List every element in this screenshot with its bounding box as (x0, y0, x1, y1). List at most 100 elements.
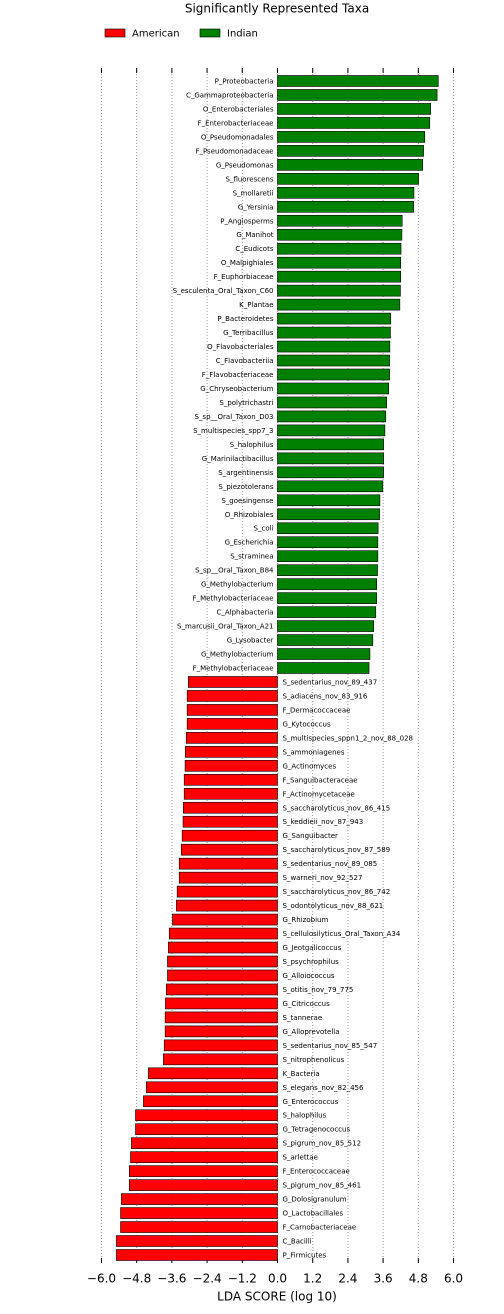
bar (277, 75, 439, 87)
category-label: G_Kytococcus (283, 720, 331, 728)
category-label: F_Methylobacteriaceae (193, 595, 274, 603)
bar (175, 899, 278, 912)
category-label: S_sp__Oral_Taxon_B84 (195, 567, 274, 575)
category-label: S_multispecies_spp7_3 (193, 427, 273, 435)
bar (277, 256, 402, 269)
category-label: G_Marinilactibacillus (202, 455, 274, 463)
bar (182, 815, 278, 828)
category-label: O_Enterobacteriales (203, 105, 274, 113)
category-label: S_straminea (230, 553, 273, 561)
x-tick-label: 6.0 (444, 1272, 463, 1286)
bar (163, 1053, 278, 1066)
category-label: S_halophilus (283, 1112, 327, 1120)
category-label: S_pigrum_nov_85_461 (283, 1182, 362, 1190)
category-label: S_halophilus (230, 441, 274, 449)
x-tick-label: 2.4 (338, 1272, 357, 1286)
bar (277, 606, 377, 618)
bar (277, 354, 390, 367)
category-label: S_piezotolerans (218, 483, 273, 491)
bar (277, 270, 402, 283)
category-label: P_Proteobacteria (215, 78, 274, 86)
bar (116, 1249, 278, 1261)
bar (185, 732, 278, 744)
bar (129, 1179, 278, 1191)
category-label: O_Flavobacteriales (207, 343, 274, 351)
category-label: P_Bacteroidetes (217, 315, 273, 323)
bar (277, 634, 374, 646)
bar (277, 326, 391, 339)
bar (277, 396, 387, 409)
category-label: S_otitis_nov_79_775 (283, 986, 354, 994)
bar (277, 173, 419, 185)
category-label: G_Manihot (236, 231, 273, 239)
bar (277, 382, 389, 395)
bar (135, 1123, 278, 1136)
category-label: G_Rhizobium (283, 916, 329, 924)
bar (277, 410, 387, 423)
category-label: G_Actinomyces (283, 762, 337, 770)
bar (186, 718, 278, 730)
bar (135, 1109, 278, 1122)
category-label: C_Alphabacteria (216, 609, 273, 617)
category-label: S_argentinensis (218, 469, 274, 477)
x-tick-label: 3.6 (374, 1272, 393, 1286)
bar (277, 620, 375, 632)
bar (277, 592, 377, 604)
bar (277, 103, 431, 115)
category-label: S_nitrophenolicus (283, 1056, 345, 1064)
bar (277, 340, 391, 353)
bar (277, 564, 378, 576)
category-label: S_saccharolyticus_nov_86_742 (283, 888, 391, 896)
category-label: S_ammoniagenes (283, 748, 345, 756)
bar (277, 228, 403, 241)
category-label: C_Eudicots (235, 245, 274, 253)
bar (277, 550, 379, 562)
bar (186, 704, 278, 716)
bar (143, 1095, 278, 1108)
bar (146, 1081, 278, 1094)
category-label: S_warneri_nov_92_527 (283, 874, 363, 882)
bar (168, 927, 278, 940)
bar (277, 648, 371, 660)
bar (277, 145, 424, 157)
bar (277, 578, 377, 590)
category-label: G_Chryseobacterium (200, 385, 273, 393)
x-tick-label: 0.0 (268, 1272, 287, 1286)
bar (185, 746, 278, 758)
bar (165, 997, 278, 1010)
bar (176, 885, 278, 898)
category-label: S_esculenta_Oral_Taxon_C60 (173, 287, 274, 295)
bar (277, 438, 385, 451)
bar (186, 690, 278, 702)
category-label: G_Tetragenococcus (283, 1126, 351, 1134)
category-label: S_tannerae (283, 1014, 323, 1022)
bar (277, 494, 381, 507)
category-label: F_Dermacoccaceae (283, 706, 351, 714)
bar (166, 983, 278, 996)
category-label: F_Sanguibacteraceae (283, 776, 358, 784)
bar (188, 676, 278, 688)
category-label: C_Flavobacteriia (216, 357, 274, 365)
bar (277, 214, 403, 227)
category-label: F_Methylobacteriaceae (193, 665, 274, 673)
bar (163, 1039, 278, 1052)
category-label: G_Enterococcus (283, 1098, 339, 1106)
bar (120, 1221, 278, 1233)
bar (164, 1011, 278, 1024)
category-label: S_mollaretii (233, 189, 274, 197)
category-label: S_marcusii_Oral_Taxon_A21 (177, 623, 273, 631)
category-label: S_pigrum_nov_85_512 (283, 1140, 362, 1148)
category-label: G_Methylobacterium (201, 651, 274, 659)
category-label: F_Enterococcaceae (283, 1168, 350, 1176)
category-label: S_psychrophilus (283, 958, 340, 966)
category-label: C_Gammaproteobacteria (186, 91, 274, 99)
x-tick-label: −3.6 (157, 1272, 186, 1286)
bar (164, 1025, 278, 1038)
category-label: K_Bacteria (283, 1070, 320, 1078)
bar (121, 1193, 278, 1205)
x-tick-label: −1.2 (228, 1272, 257, 1286)
category-label: F_Pseudomonadaceae (195, 147, 273, 155)
bar (148, 1067, 278, 1080)
bar (183, 774, 278, 786)
